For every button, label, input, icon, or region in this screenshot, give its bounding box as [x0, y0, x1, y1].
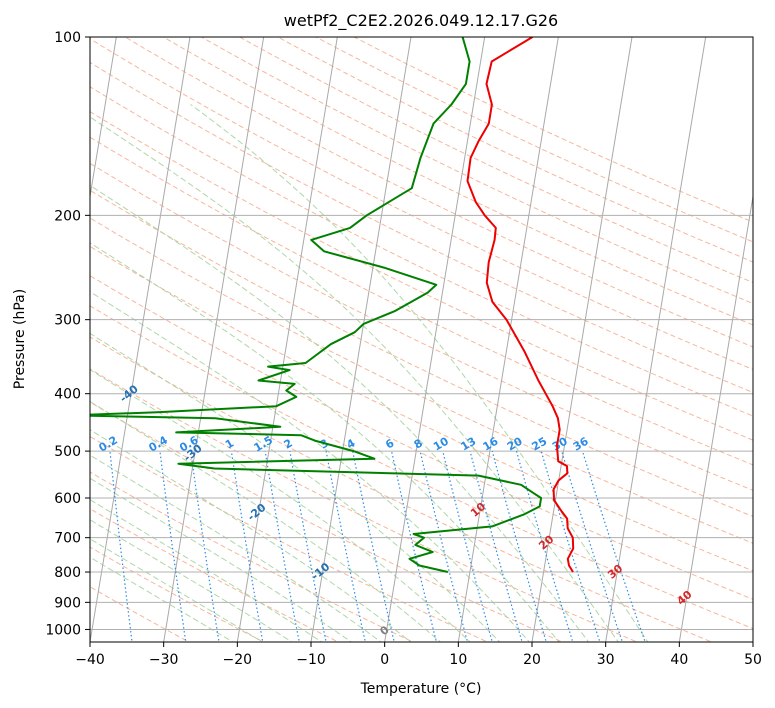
- moist-adiabat-line: [90, 369, 471, 642]
- profile-series: [90, 37, 575, 573]
- mixing-ratio-line: [561, 450, 624, 642]
- isotherm-line: [531, 37, 633, 642]
- isotherm-line: [90, 37, 191, 642]
- y-tick-label: 300: [54, 313, 81, 329]
- mixing-ratio-line: [352, 450, 395, 642]
- dry-adiabat-line: [90, 189, 753, 517]
- isotherm-line: [90, 37, 117, 200]
- mixing-ratio-line: [264, 450, 300, 642]
- moist-adiabat-line: [90, 477, 353, 642]
- mixing-ratio-line: [491, 450, 547, 642]
- y-tick-label: 800: [54, 565, 81, 581]
- mixing-ratio-line: [442, 450, 493, 642]
- x-tick-label: 50: [744, 652, 762, 668]
- moist-adiabat-line: [90, 400, 442, 642]
- x-tick-label: 30: [597, 652, 615, 668]
- moist-adiabat-line: [90, 184, 590, 642]
- mixing-ratio-line: [289, 450, 327, 642]
- x-axis-label: Temperature (°C): [360, 681, 482, 697]
- y-tick-label: 900: [54, 595, 81, 611]
- moist-adiabat-line: [90, 116, 619, 642]
- mixing-ratio-line: [190, 451, 220, 642]
- moist-adiabat-line: [90, 242, 560, 642]
- x-tick-label: 40: [670, 652, 688, 668]
- temperature-profile-line: [466, 37, 575, 573]
- y-tick-label: 400: [54, 387, 81, 403]
- isotherm-line: [163, 37, 265, 642]
- moist-adiabat-line: [90, 519, 293, 642]
- isotherm-line: [310, 37, 412, 642]
- moist-adiabats: [90, 104, 649, 642]
- chart-title: wetPf2_C2E2.2026.049.12.17.G26: [284, 11, 558, 31]
- x-tick-label: 20: [523, 652, 541, 668]
- dry-adiabat-line: [90, 136, 753, 466]
- x-tick-label: 0: [380, 652, 389, 668]
- x-tick-label: −20: [223, 652, 253, 668]
- dry-adiabat-line: [90, 162, 753, 491]
- x-axis-ticks: −40 −30 −20 −10 0 10 20 30 40 50: [75, 642, 762, 668]
- moist-adiabat-line: [90, 332, 501, 642]
- mixing-ratio-line: [419, 450, 469, 642]
- mixing-ratio-line: [325, 450, 366, 642]
- isotherm-line: [236, 37, 338, 642]
- moist-adiabat-line: [90, 291, 531, 642]
- plot-frame: [89, 36, 754, 643]
- isotherms: [90, 37, 753, 642]
- mixing-ratio-line: [515, 450, 574, 642]
- moist-adiabat-line: [190, 104, 649, 642]
- isotherm-line: [457, 37, 559, 642]
- y-tick-label: 700: [54, 531, 81, 547]
- dry-adiabat-line: [90, 275, 753, 600]
- x-tick-label: 10: [449, 652, 467, 668]
- isotherm-line: [678, 193, 753, 642]
- x-tick-label: −40: [75, 652, 105, 668]
- isotherm-line: [384, 37, 486, 642]
- moist-adiabat-line: [90, 499, 323, 642]
- dry-adiabat-line: [90, 217, 753, 544]
- dewpoint-profile-line: [90, 37, 543, 573]
- mixing-ratio-line: [469, 450, 523, 642]
- y-tick-label: 1000: [45, 622, 81, 638]
- y-tick-label: 200: [54, 208, 81, 224]
- pressure-gridlines: [90, 37, 753, 630]
- y-axis-ticks: 100 200 300 400 500 600 700 800 900 1000: [45, 30, 90, 638]
- y-axis-label: Pressure (hPa): [12, 289, 28, 389]
- moist-adiabat-line: [90, 429, 412, 642]
- moist-adiabat-line: [90, 454, 382, 642]
- mixing-ratio-line: [581, 450, 646, 642]
- y-tick-label: 500: [54, 444, 81, 460]
- isotherm-line: [605, 37, 707, 642]
- dry-adiabat-line: [90, 111, 753, 441]
- y-tick-label: 100: [54, 30, 81, 46]
- x-tick-label: −10: [296, 652, 326, 668]
- mixing-ratio-line: [230, 451, 264, 642]
- y-tick-label: 600: [54, 491, 81, 507]
- x-tick-label: −30: [149, 652, 179, 668]
